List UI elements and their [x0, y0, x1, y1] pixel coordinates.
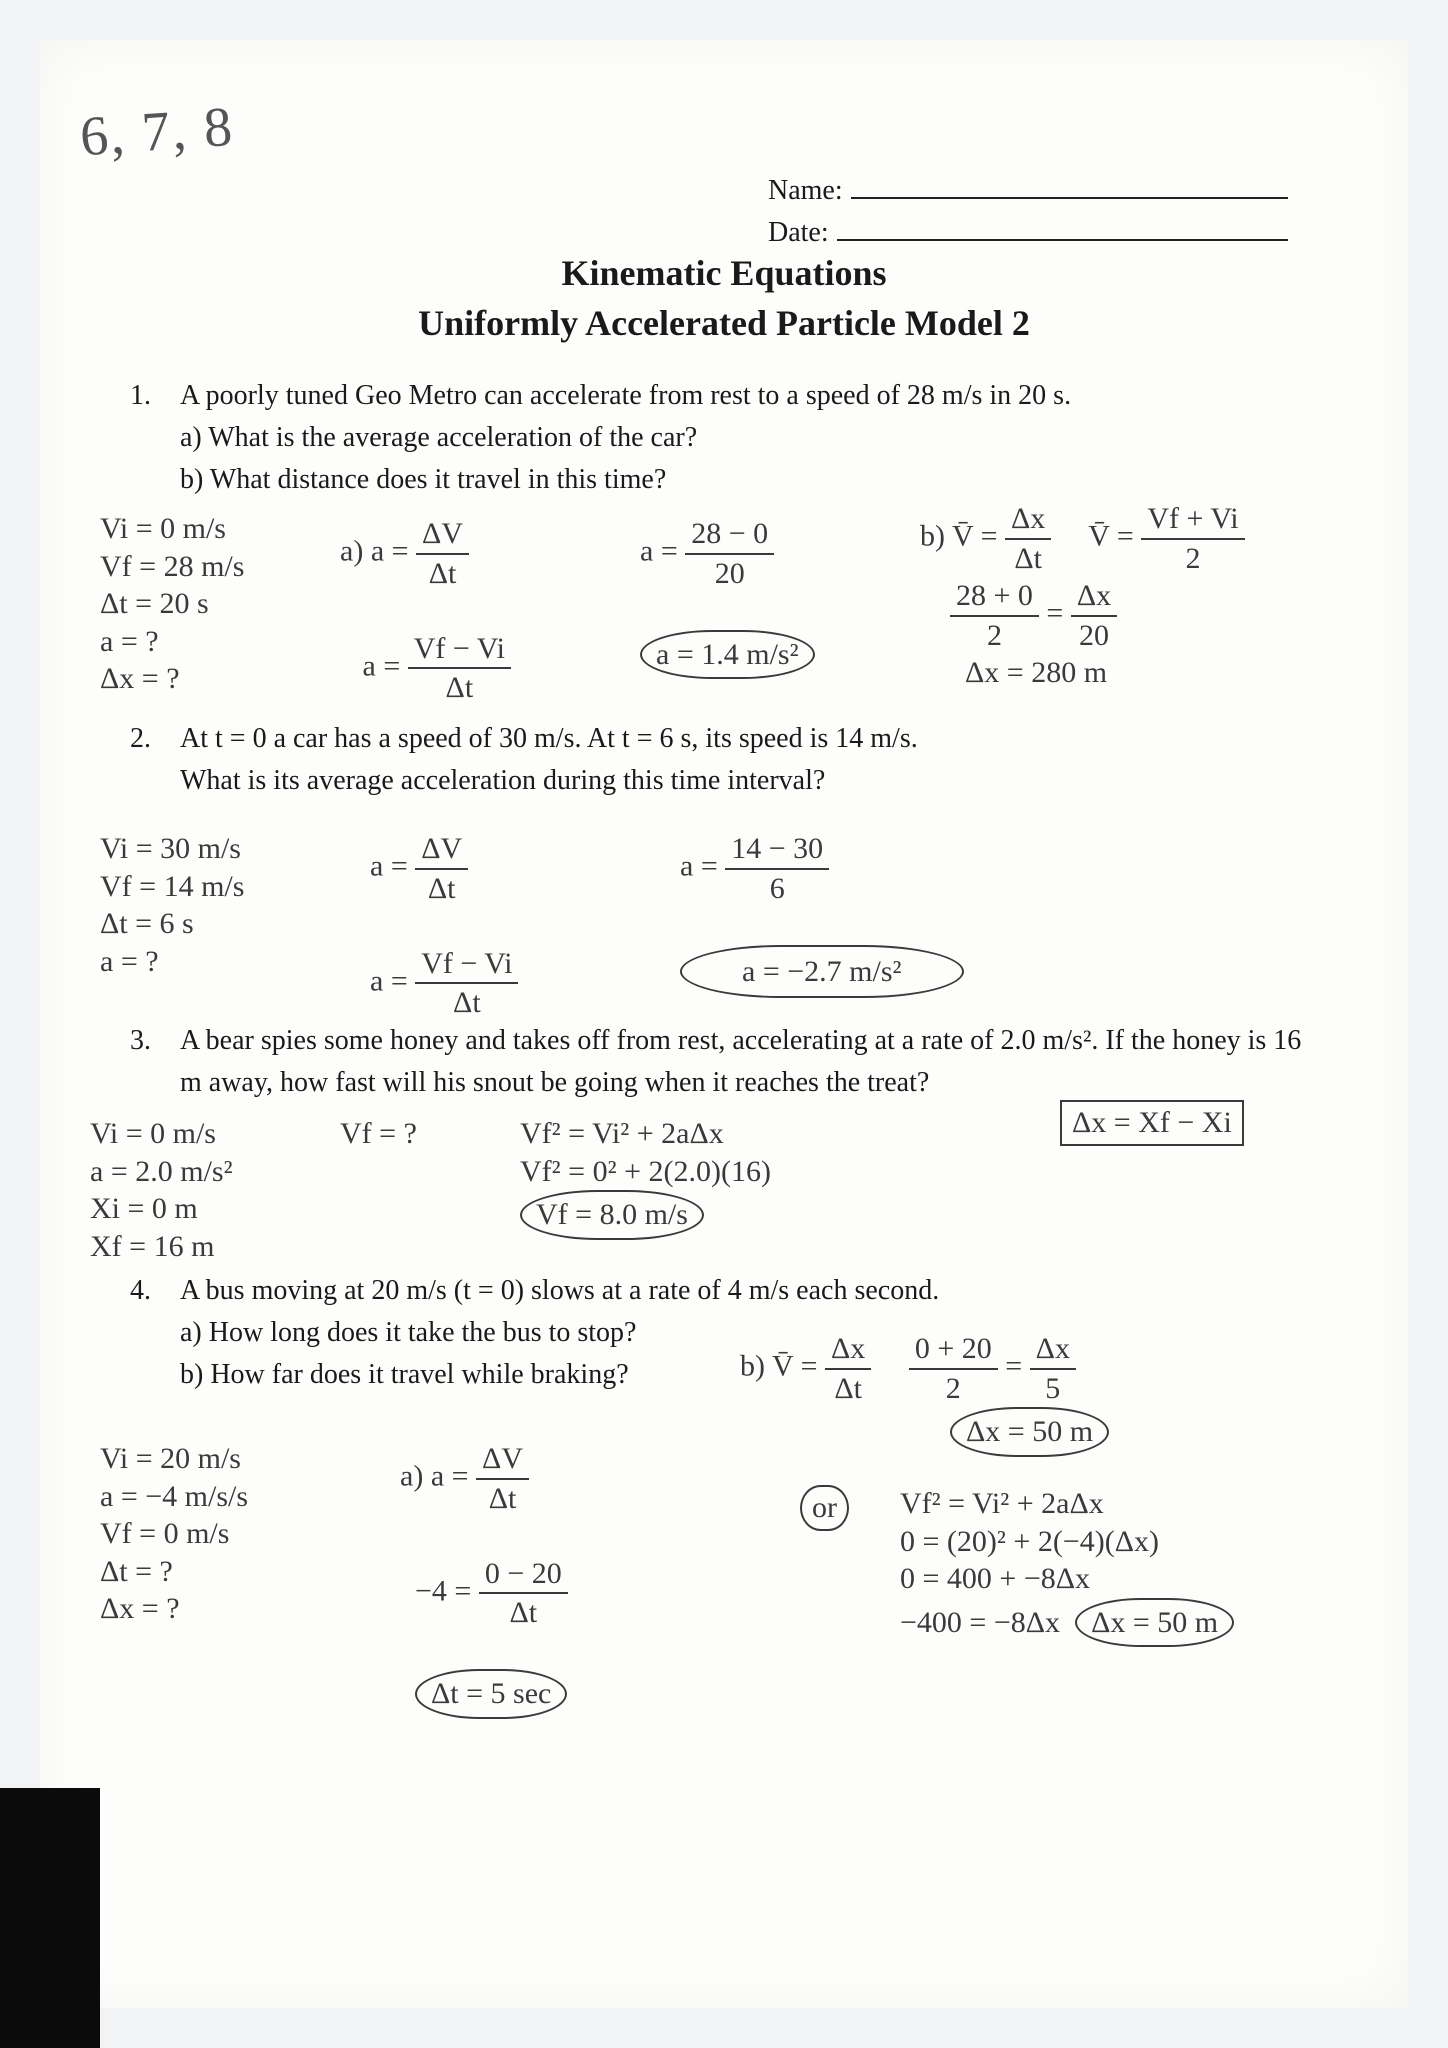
- q2-text: At t = 0 a car has a speed of 30 m/s. At…: [180, 718, 1308, 760]
- q3-number: 3.: [130, 1020, 151, 1062]
- q1-given-1: Vf = 28 m/s: [100, 548, 244, 586]
- date-blank: [837, 217, 1288, 241]
- date-line: Date:: [768, 217, 1288, 249]
- q1-text: A poorly tuned Geo Metro can accelerate …: [180, 375, 1308, 417]
- handwritten-page-note: 6, 7, 8: [78, 95, 236, 170]
- q4-a-answer: Δt = 5 sec: [415, 1669, 567, 1719]
- name-line: Name:: [768, 175, 1288, 207]
- question-3: 3. A bear spies some honey and takes off…: [180, 1020, 1308, 1104]
- scan-artifact: [0, 1788, 100, 2048]
- question-2: 2. At t = 0 a car has a speed of 30 m/s.…: [180, 718, 1308, 802]
- q1-given-3: a = ?: [100, 623, 244, 661]
- q3-text: A bear spies some honey and takes off fr…: [180, 1020, 1308, 1104]
- q4-number: 4.: [130, 1270, 151, 1312]
- q4-alt-answer: Δx = 50 m: [1075, 1598, 1234, 1648]
- q1-work-b: b) V̄ = ΔxΔt V̄ = Vf + Vi2 28 + 02 = Δx2…: [920, 500, 1245, 692]
- title-kinematic: Kinematic Equations: [40, 252, 1408, 294]
- worksheet-page: 6, 7, 8 Name: Date: Kinematic Equations …: [40, 40, 1408, 2008]
- q4-a-label: a): [400, 1459, 423, 1492]
- q1-part-a: a) What is the average acceleration of t…: [180, 417, 1308, 459]
- name-label: Name:: [768, 175, 843, 207]
- q4-work-b: b) V̄ = ΔxΔt 0 + 202 = Δx5 Δx = 50 m: [740, 1330, 1109, 1457]
- q3-vf: Vf = ?: [340, 1115, 417, 1153]
- q1-given-4: Δx = ?: [100, 660, 244, 698]
- q1-a-eq1-lhs: a =: [371, 534, 409, 567]
- q1-given-0: Vi = 0 m/s: [100, 510, 244, 548]
- q1-work-a: a) a = ΔVΔt a = Vf − ViΔt: [340, 515, 511, 707]
- q4-text: A bus moving at 20 m/s (t = 0) slows at …: [180, 1270, 1308, 1312]
- question-1: 1. A poorly tuned Geo Metro can accelera…: [180, 375, 1308, 501]
- q1-a-label: a): [340, 534, 363, 567]
- q4-work-alt: Vf² = Vi² + 2aΔx 0 = (20)² + 2(−4)(Δx) 0…: [900, 1485, 1234, 1647]
- q3-work: Vf² = Vi² + 2aΔx Vf² = 0² + 2(2.0)(16) V…: [520, 1115, 771, 1240]
- q1-given-2: Δt = 20 s: [100, 585, 244, 623]
- name-blank: [851, 175, 1288, 199]
- q2-work-2: a = 14 − 306 a = −2.7 m/s²: [680, 830, 964, 998]
- q1-part-b: b) What distance does it travel in this …: [180, 459, 1308, 501]
- q4-work-a: a) a = ΔVΔt −4 = 0 − 20Δt Δt = 5 sec: [400, 1440, 568, 1719]
- q3-box: Δx = Xf − Xi: [1060, 1100, 1244, 1146]
- q4-b-answer: Δx = 50 m: [950, 1407, 1109, 1457]
- q4-given: Vi = 20 m/s a = −4 m/s/s Vf = 0 m/s Δt =…: [100, 1440, 248, 1628]
- q1-a-answer: a = 1.4 m/s²: [640, 630, 815, 680]
- q2-work-1: a = ΔVΔt a = Vf − ViΔt: [370, 830, 518, 1022]
- q2-sub: What is its average acceleration during …: [180, 760, 1308, 802]
- q1-a-eq2-lhs: a =: [363, 649, 401, 682]
- q2-number: 2.: [130, 718, 151, 760]
- q2-answer: a = −2.7 m/s²: [680, 945, 964, 999]
- q4-b-label: b): [740, 1349, 765, 1382]
- title-model: Uniformly Accelerated Particle Model 2: [40, 302, 1408, 344]
- q3-given: Vi = 0 m/s a = 2.0 m/s² Xi = 0 m Xf = 16…: [90, 1115, 233, 1265]
- header-block: Name: Date:: [768, 175, 1288, 259]
- q2-given: Vi = 30 m/s Vf = 14 m/s Δt = 6 s a = ?: [100, 830, 244, 980]
- q1-work-a2: a = 28 − 020 a = 1.4 m/s²: [640, 515, 815, 679]
- q1-given: Vi = 0 m/s Vf = 28 m/s Δt = 20 s a = ? Δ…: [100, 510, 244, 698]
- q1-b-answer: Δx = 280 m: [965, 656, 1107, 689]
- date-label: Date:: [768, 217, 829, 249]
- q1-b-label: b): [920, 519, 945, 552]
- q1-number: 1.: [130, 375, 151, 417]
- q4-or: or: [800, 1485, 849, 1531]
- q3-answer: Vf = 8.0 m/s: [520, 1190, 704, 1240]
